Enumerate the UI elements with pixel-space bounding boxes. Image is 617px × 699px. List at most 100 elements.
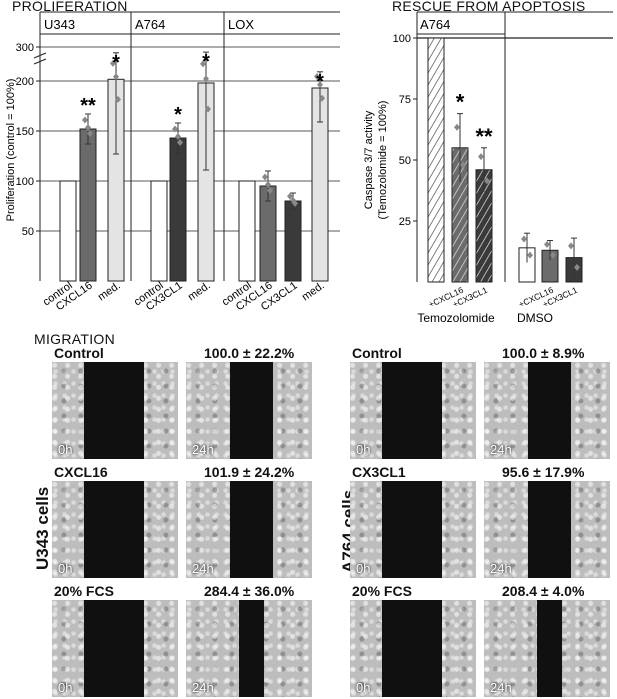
migration-condition-label: Control <box>54 345 104 361</box>
prolif-data-point <box>115 95 121 103</box>
prolif-data-point <box>85 124 91 131</box>
rescue-data-point <box>527 251 533 259</box>
migration-condition-label: Control <box>352 345 402 361</box>
prolif-data-point <box>113 73 119 81</box>
migration-condition-label: CX3CL1 <box>352 464 406 480</box>
prolif-y-axis-label: Proliferation (control = 100%) <box>5 79 17 222</box>
prolif-tick-label: 150 <box>16 126 34 138</box>
rescue-group-label: Temozolomide <box>417 311 495 325</box>
proliferation-title: PROLIFERATION <box>12 0 128 14</box>
rescue-panel-title: A764 <box>420 17 450 32</box>
migration-condition-label: CXCL16 <box>54 464 108 480</box>
migration-image-24h: 24h <box>186 481 312 578</box>
time-label: 0h <box>58 680 73 695</box>
prolif-data-point <box>287 192 293 200</box>
rescue-data-point <box>544 240 550 248</box>
rescue-chart: A764 100 75 50 25 Caspase 3/7 activity (Temozo… <box>363 11 613 325</box>
migration-condition-label: 20% FCS <box>54 583 114 599</box>
rescue-title: RESCUE FROM APOPTOSIS <box>392 0 586 14</box>
migration-value-label: 284.4 ± 36.0% <box>204 583 295 599</box>
scratch-gap <box>83 481 144 578</box>
prolif-bar-label: med. <box>186 280 213 304</box>
prolif-data-point <box>314 72 320 80</box>
scratch-gap <box>83 600 144 697</box>
rescue-data-point <box>521 235 527 243</box>
rescue-data-point <box>454 123 460 131</box>
scratch-gap <box>381 481 442 578</box>
rescue-data-point <box>478 153 484 161</box>
migration-value-label: 100.0 ± 22.2% <box>204 345 295 361</box>
prolif-data-point <box>203 75 209 83</box>
prolif-significance: * <box>174 104 182 126</box>
prolif-tick-label: 50 <box>22 226 34 238</box>
migration-title: MIGRATION <box>34 331 115 347</box>
migration-image-0h: 0h <box>350 481 476 578</box>
rescue-tick-label: 50 <box>399 155 411 167</box>
prolif-tick-label: 200 <box>16 76 34 88</box>
scratch-gap <box>381 362 442 459</box>
rescue-significance: ** <box>475 124 493 149</box>
migration-image-0h: 0h <box>52 481 178 578</box>
prolif-data-point <box>87 130 93 137</box>
prolif-panel-title: U343 <box>44 17 75 32</box>
scratch-gap <box>536 600 563 697</box>
migration-image-24h: 24h <box>186 362 312 459</box>
prolif-data-point <box>319 94 325 102</box>
prolif-bar <box>238 180 256 282</box>
time-label: 24h <box>490 442 512 457</box>
migration-image-24h: 24h <box>484 362 610 459</box>
migration-image-0h: 0h <box>52 600 178 697</box>
rescue-group-label: DMSO <box>517 311 553 325</box>
prolif-data-point <box>110 59 116 67</box>
rescue-data-point <box>574 263 580 271</box>
scratch-gap <box>83 362 144 459</box>
prolif-data-point <box>200 60 206 68</box>
prolif-panel-title: LOX <box>228 17 254 32</box>
time-label: 24h <box>192 680 214 695</box>
prolif-significance: * <box>316 71 324 93</box>
prolif-bar <box>284 200 302 282</box>
prolif-bar-label: med. <box>300 280 327 304</box>
prolif-axis-break-1 <box>33 52 47 59</box>
prolif-bar <box>169 137 187 282</box>
scratch-gap <box>230 362 273 459</box>
time-label: 0h <box>356 680 371 695</box>
prolif-data-point <box>290 196 296 204</box>
rescue-tick-label: 25 <box>399 216 411 228</box>
prolif-panel-title: A764 <box>135 17 165 32</box>
rescue-significance: * <box>456 90 465 115</box>
prolif-bar <box>59 180 77 282</box>
rescue-data-point <box>484 177 490 185</box>
prolif-data-point <box>265 181 271 188</box>
rescue-y-label-2: (Temozolomide = 100%) <box>377 101 389 220</box>
migration-image-24h: 24h <box>484 600 610 697</box>
prolif-tick-label: 100 <box>16 176 34 188</box>
prolif-bar-label: med. <box>96 280 123 304</box>
scratch-gap <box>528 362 571 459</box>
prolif-data-point <box>205 105 211 113</box>
prolif-significance: * <box>112 52 120 74</box>
row-label-u343: U343 cells <box>33 486 52 570</box>
prolif-data-point <box>175 133 181 140</box>
time-label: 0h <box>58 442 73 457</box>
prolif-significance: * <box>202 51 210 73</box>
rescue-data-point <box>550 251 556 259</box>
prolif-data-point <box>317 81 323 89</box>
rescue-data-point <box>568 242 574 250</box>
migration-image-24h: 24h <box>186 600 312 697</box>
migration-value-label: 100.0 ± 8.9% <box>502 345 585 361</box>
scratch-gap <box>528 481 571 578</box>
scratch-gap <box>238 600 265 697</box>
prolif-data-point <box>82 116 88 124</box>
prolif-data-point <box>262 173 268 181</box>
rescue-tick-label: 100 <box>393 33 411 45</box>
rescue-bar <box>427 37 445 283</box>
migration-image-24h: 24h <box>484 481 610 578</box>
scratch-gap <box>230 481 273 578</box>
migration-image-0h: 0h <box>350 600 476 697</box>
rescue-tick-label: 75 <box>399 94 411 106</box>
rescue-data-point <box>460 161 466 169</box>
time-label: 24h <box>192 561 214 576</box>
time-label: 24h <box>490 680 512 695</box>
